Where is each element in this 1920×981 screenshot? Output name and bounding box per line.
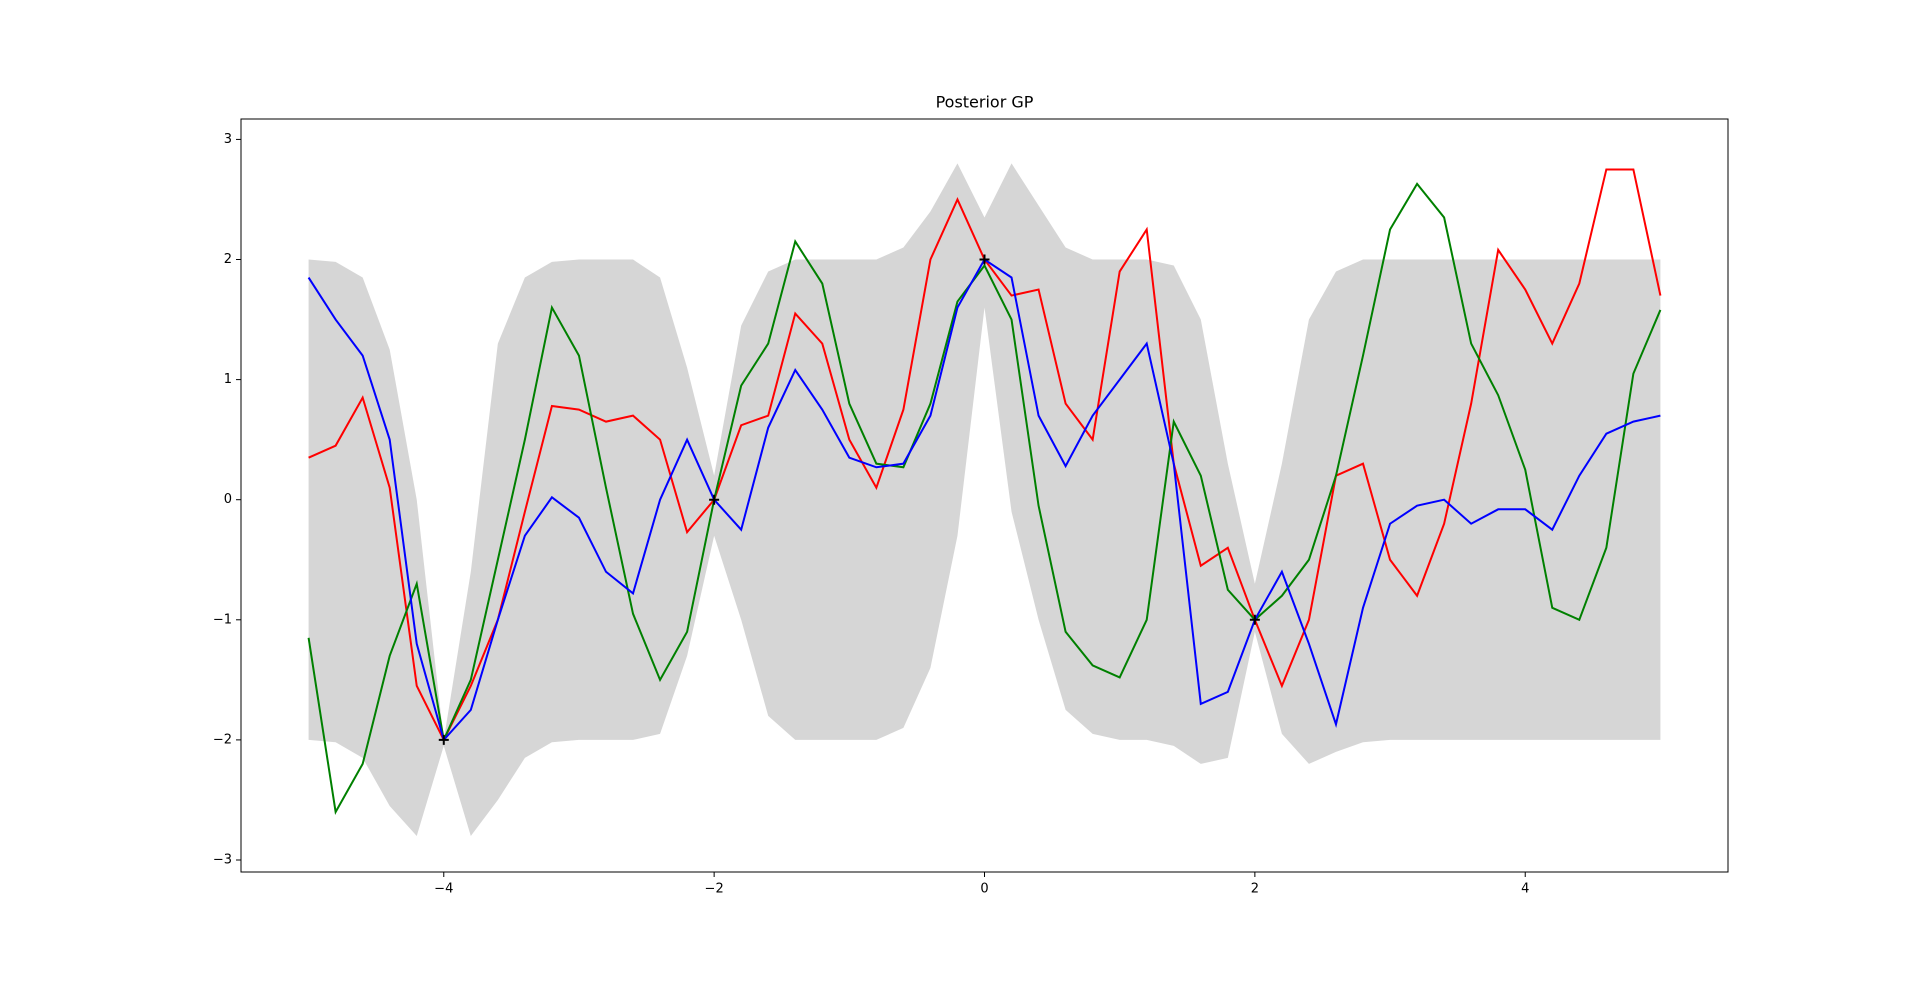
y-tick-label: 3 xyxy=(224,132,232,147)
x-tick-label: −4 xyxy=(434,882,453,897)
x-tick-label: 4 xyxy=(1521,882,1529,897)
x-tick-label: 0 xyxy=(980,882,988,897)
observation-marker xyxy=(1249,614,1260,625)
y-tick-label: −3 xyxy=(213,852,232,867)
observation-marker xyxy=(979,254,990,265)
y-tick-label: −2 xyxy=(213,732,232,747)
observation-marker xyxy=(709,494,720,505)
confidence-band xyxy=(308,163,1661,836)
observation-marker xyxy=(438,734,449,745)
chart-title: Posterior GP xyxy=(936,93,1034,112)
y-tick-label: 2 xyxy=(224,252,232,267)
y-tick-label: −1 xyxy=(213,612,232,627)
x-tick-label: −2 xyxy=(705,882,724,897)
x-tick-label: 2 xyxy=(1251,882,1259,897)
y-tick-label: 0 xyxy=(224,492,232,507)
sample-line xyxy=(307,182,1662,815)
y-tick-label: 1 xyxy=(224,372,232,387)
